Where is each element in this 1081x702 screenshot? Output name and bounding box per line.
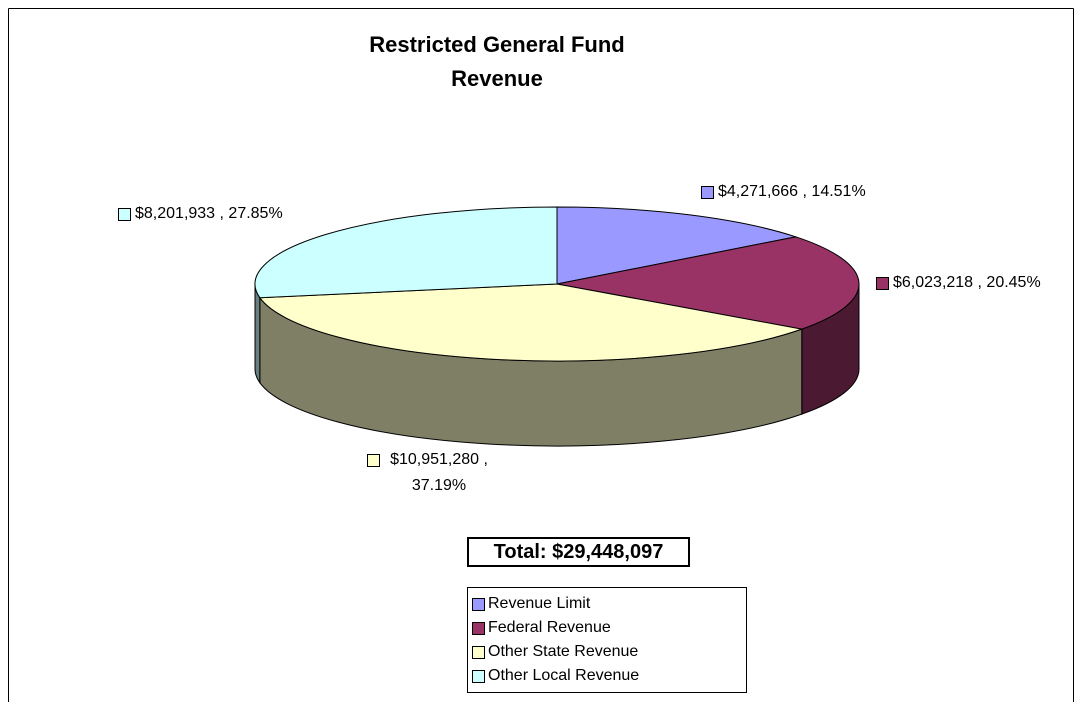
data-label: $8,201,933 , 27.85% — [135, 205, 283, 222]
pie-slice — [254, 206, 558, 299]
legend-swatch — [472, 598, 485, 611]
chart-title: Restricted General Fund Revenue — [369, 32, 625, 91]
legend-swatch — [472, 646, 485, 659]
label-swatch — [118, 208, 131, 221]
data-label: $4,271,666 , 14.51% — [718, 183, 866, 200]
label-swatch — [367, 454, 380, 467]
label-swatch — [876, 277, 889, 290]
total-label: Total: $29,448,097 — [467, 537, 690, 567]
legend-entry: Federal Revenue — [488, 619, 611, 636]
pie-slice — [258, 283, 804, 362]
pie-slice — [556, 236, 860, 330]
pie-side — [254, 283, 261, 385]
label-swatch — [701, 186, 714, 199]
data-label: $10,951,280 , 37.19% — [390, 451, 488, 494]
data-label: $6,023,218 , 20.45% — [893, 274, 1041, 291]
pie-slice — [556, 206, 798, 285]
legend-swatch — [472, 622, 485, 635]
legend-entry: Revenue Limit — [488, 595, 591, 612]
legend: Revenue Limit Federal Revenue Other State … — [467, 587, 747, 693]
legend-entry: Other State Revenue — [488, 643, 639, 660]
legend-entry: Other Local Revenue — [488, 667, 640, 684]
legend-swatch — [472, 670, 485, 683]
